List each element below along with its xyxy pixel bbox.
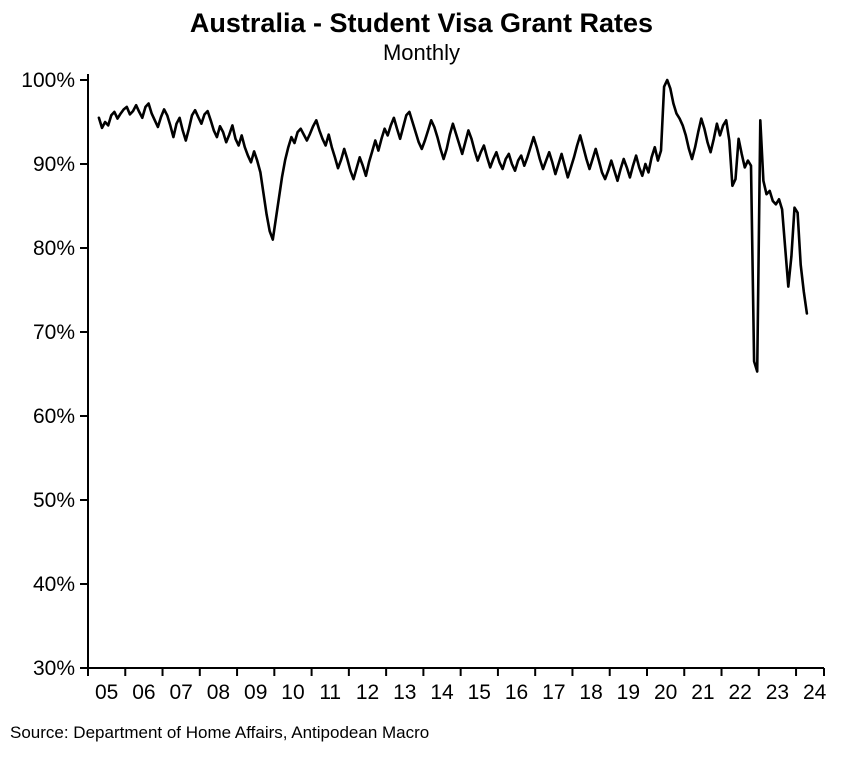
x-tick-label: 19 bbox=[617, 681, 640, 704]
y-tick-label: 40% bbox=[33, 573, 75, 596]
y-tick-label: 70% bbox=[33, 321, 75, 344]
y-tick-label: 100% bbox=[21, 69, 75, 92]
chart-canvas: 100% 90% 80% 70% 60% 50% 40% 30% 05 06 07 08 09 10 11 1… bbox=[21, 69, 827, 704]
x-tick-label: 14 bbox=[430, 681, 454, 704]
x-tick-label: 05 bbox=[95, 681, 118, 704]
chart-subtitle: Monthly bbox=[382, 40, 461, 66]
chart-title: Australia - Student Visa Grant Rates bbox=[189, 8, 654, 38]
source-text: Source: Department of Home Affairs, Anti… bbox=[10, 723, 430, 743]
x-tick-label: 20 bbox=[654, 681, 677, 704]
x-tick-label: 06 bbox=[132, 681, 155, 704]
y-tick-label: 60% bbox=[33, 405, 75, 428]
x-tick-label: 24 bbox=[803, 681, 827, 704]
x-tick-label: 17 bbox=[542, 681, 565, 704]
x-tick-label: 09 bbox=[244, 681, 267, 704]
x-tick-label: 13 bbox=[393, 681, 416, 704]
x-tick-label: 07 bbox=[169, 681, 192, 704]
y-tick-label: 30% bbox=[33, 657, 75, 680]
x-tick-label: 08 bbox=[207, 681, 230, 704]
y-tick-label: 90% bbox=[33, 153, 75, 176]
chart-header: Australia - Student Visa Grant Rates Mon… bbox=[0, 0, 843, 66]
x-tick-label: 11 bbox=[319, 681, 341, 704]
x-tick-label: 22 bbox=[728, 681, 751, 704]
grant-rate-line bbox=[97, 79, 809, 374]
x-tick-label: 23 bbox=[766, 681, 789, 704]
y-tick-label: 50% bbox=[33, 489, 75, 512]
x-tick-label: 21 bbox=[691, 681, 714, 704]
x-tick-label: 10 bbox=[281, 681, 304, 704]
x-tick-label: 18 bbox=[579, 681, 602, 704]
x-tick-label: 12 bbox=[356, 681, 379, 704]
x-tick-label: 16 bbox=[505, 681, 528, 704]
y-tick-label: 80% bbox=[33, 237, 75, 260]
x-tick-label: 15 bbox=[468, 681, 491, 704]
